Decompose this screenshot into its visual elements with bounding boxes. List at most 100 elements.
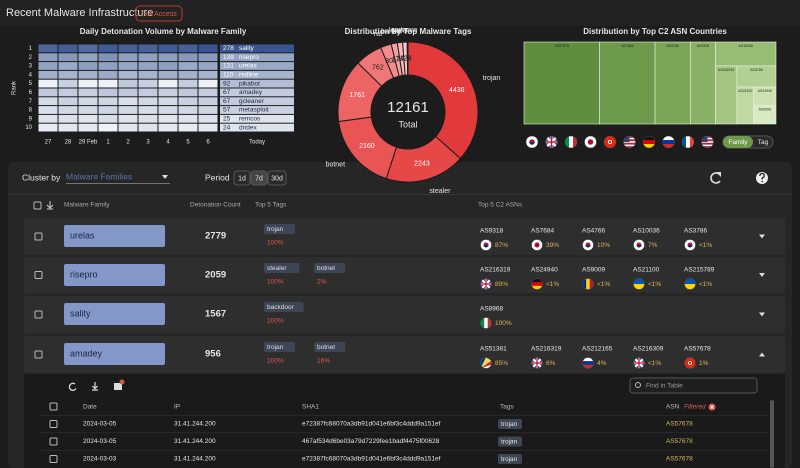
flag-part xyxy=(643,136,655,140)
heat-cell xyxy=(158,62,178,70)
toggle-option[interactable]: Family xyxy=(728,139,748,146)
tag-name: backdoor xyxy=(267,304,295,311)
flag-part xyxy=(623,142,636,145)
family-name[interactable]: urelas xyxy=(70,230,95,240)
search-box[interactable] xyxy=(629,377,758,394)
search-placeholder[interactable]: Find in Table xyxy=(646,383,683,390)
heat-cell xyxy=(58,79,78,88)
flag-part xyxy=(569,136,573,148)
caret[interactable] xyxy=(759,273,765,277)
help-glyph[interactable] xyxy=(759,172,765,180)
asn-name: AS216309 xyxy=(633,346,664,353)
family-name[interactable]: risepro xyxy=(70,269,98,279)
flag-part xyxy=(643,140,655,144)
x-tick-label: 1 xyxy=(106,140,110,146)
heat-cell xyxy=(38,97,58,106)
heat-cell xyxy=(178,44,198,53)
today-count: 131 xyxy=(223,63,234,70)
flag-part xyxy=(633,362,645,364)
flag-ring xyxy=(623,135,636,149)
caret[interactable] xyxy=(162,175,168,179)
checkbox[interactable] xyxy=(49,437,58,446)
checkbox[interactable] xyxy=(34,350,43,359)
checkbox[interactable] xyxy=(49,420,58,428)
access-button[interactable] xyxy=(135,5,183,22)
download-icon[interactable] xyxy=(92,382,98,391)
filter-label: Filtered xyxy=(684,404,706,411)
today-cell xyxy=(220,79,294,88)
flag-ring xyxy=(633,239,645,251)
access-button-label[interactable]: Full Access xyxy=(141,11,177,18)
detail-cell: 31.41.244.200 xyxy=(174,438,216,445)
chart-title: Daily Detonation Volume by Malware Famil… xyxy=(80,27,247,36)
donut-slice xyxy=(406,41,409,76)
refresh-icon[interactable] xyxy=(68,382,77,391)
tag-share: 100% xyxy=(267,358,284,365)
treemap-label: AS24940 xyxy=(758,89,772,93)
checkbox[interactable] xyxy=(34,310,43,319)
period-button[interactable] xyxy=(233,170,251,186)
flag-ring xyxy=(603,135,617,149)
heat-cell xyxy=(118,79,138,88)
treemap-cell xyxy=(523,41,600,125)
detail-cell: 467af534d6be03a79d7229fee1badf4475f00628 xyxy=(302,438,440,445)
table-row xyxy=(24,336,785,373)
flag-ring xyxy=(684,278,696,290)
heat-cell xyxy=(158,44,178,53)
period-option[interactable]: 1d xyxy=(238,175,246,182)
period-option[interactable]: 7d xyxy=(255,175,263,182)
family-chip[interactable] xyxy=(64,225,165,247)
caret[interactable] xyxy=(759,312,765,317)
checkbox[interactable] xyxy=(49,402,58,411)
flag xyxy=(582,278,594,290)
heat-cell xyxy=(178,53,198,62)
period-button[interactable] xyxy=(250,170,268,186)
heat-cell xyxy=(158,88,178,97)
flag-ring xyxy=(480,357,492,369)
checkbox[interactable] xyxy=(34,271,43,279)
family-chip[interactable] xyxy=(64,343,165,365)
today-count: 278 xyxy=(223,45,234,52)
checkbox[interactable] xyxy=(34,232,43,241)
detail-row-line xyxy=(40,415,768,416)
flag-part xyxy=(480,283,492,285)
help-glyph-dot[interactable] xyxy=(761,180,763,183)
columns-icon[interactable] xyxy=(114,383,122,390)
toggle-option[interactable]: Tag xyxy=(758,139,769,146)
heat-cell xyxy=(78,97,98,106)
download-icon[interactable] xyxy=(46,201,54,210)
family-name[interactable]: amadey xyxy=(70,348,103,358)
period-option[interactable]: 30d xyxy=(271,175,283,182)
refresh-arrow[interactable] xyxy=(716,172,721,177)
caret[interactable] xyxy=(759,234,765,239)
flag-part xyxy=(623,144,636,147)
family-label: risepro xyxy=(239,54,259,61)
heat-cell xyxy=(78,79,98,88)
detail-row-line xyxy=(40,450,768,451)
flag-part xyxy=(565,136,569,148)
column-header: Malware Family xyxy=(64,202,110,209)
asn-name: AS10036 xyxy=(633,228,660,235)
checkbox[interactable] xyxy=(33,201,42,210)
caret[interactable] xyxy=(759,352,765,357)
asn-name: AS9009 xyxy=(582,267,606,274)
refresh-icon[interactable] xyxy=(710,172,721,184)
flag-part xyxy=(585,245,591,248)
tag-chip xyxy=(264,263,300,273)
flag-ring xyxy=(662,135,675,149)
rank-label: 6 xyxy=(29,90,33,96)
today-count: 67 xyxy=(223,89,231,96)
period-button[interactable] xyxy=(267,170,287,186)
heat-cell xyxy=(178,97,198,106)
cluster-select[interactable]: Malware Families xyxy=(66,171,132,181)
flag-part xyxy=(701,136,708,142)
family-chip[interactable] xyxy=(64,303,165,325)
family-chip[interactable] xyxy=(64,264,165,286)
filter-clear-x[interactable] xyxy=(710,405,714,409)
asn-name: AS4766 xyxy=(582,228,606,235)
checkbox[interactable] xyxy=(49,455,58,463)
today-count: 139 xyxy=(223,54,234,61)
family-name[interactable]: sality xyxy=(70,308,91,318)
toggle-active[interactable] xyxy=(723,136,753,148)
divider xyxy=(8,194,792,195)
